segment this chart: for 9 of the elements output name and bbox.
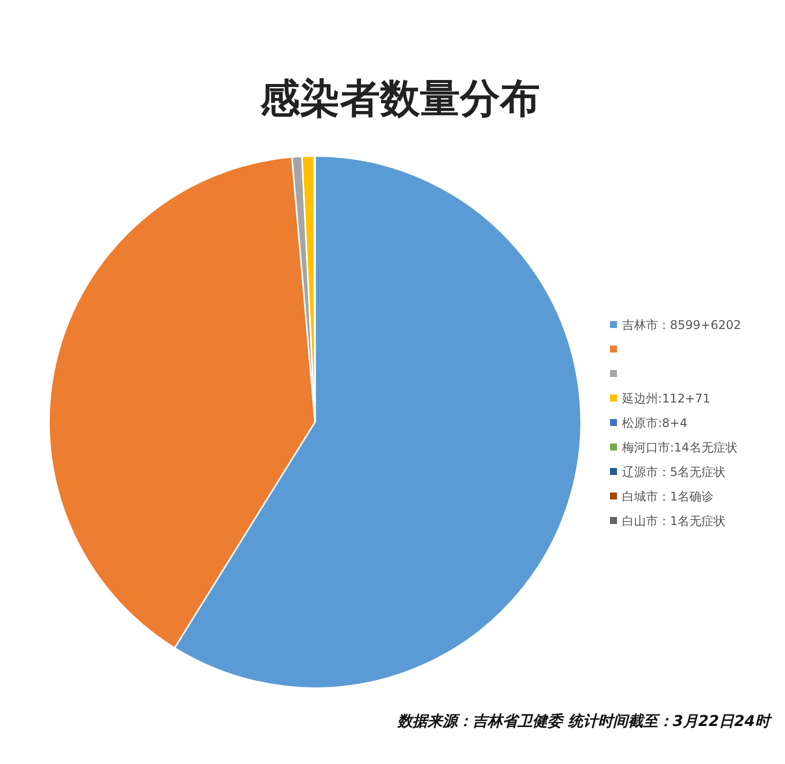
- legend-label: 白城市：1名确诊: [622, 490, 714, 504]
- chart-title: 感染者数量分布: [259, 76, 540, 122]
- legend-label: 松原市:8+4: [622, 416, 688, 430]
- legend-label: 吉林市：8599+6202: [622, 318, 742, 332]
- legend-label: 梅河口市:14名无症状: [621, 440, 738, 454]
- source-note: 数据来源：吉林省卫健委 统计时间截至：3月22日24时: [396, 712, 773, 730]
- legend-label: 白山市：1名无症状: [622, 514, 726, 528]
- legend-label: 延边州:112+71: [621, 392, 710, 406]
- legend-label: 辽源市：5名无症状: [622, 465, 726, 479]
